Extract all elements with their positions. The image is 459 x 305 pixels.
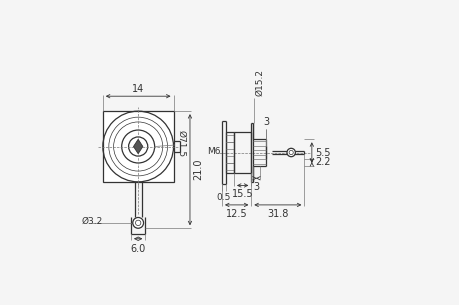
- Text: 6.0: 6.0: [130, 243, 146, 253]
- Text: Ø71.5: Ø71.5: [177, 130, 185, 157]
- Text: Ø3.2: Ø3.2: [82, 217, 103, 226]
- Text: 5.5: 5.5: [315, 148, 331, 157]
- Text: 0.5: 0.5: [217, 193, 231, 202]
- Circle shape: [133, 217, 144, 228]
- Text: 15.5: 15.5: [232, 189, 253, 199]
- Text: 3: 3: [253, 182, 259, 192]
- Polygon shape: [134, 139, 143, 154]
- Bar: [103, 111, 174, 182]
- Text: 3: 3: [263, 117, 269, 127]
- Text: 12.5: 12.5: [226, 209, 247, 219]
- Text: M6: M6: [207, 146, 220, 156]
- Text: Ø15.2: Ø15.2: [256, 69, 264, 96]
- Text: 31.8: 31.8: [267, 209, 289, 219]
- Text: 21.0: 21.0: [194, 159, 204, 181]
- Text: 2.2: 2.2: [315, 157, 331, 167]
- Text: 14: 14: [132, 84, 144, 94]
- Circle shape: [287, 148, 296, 157]
